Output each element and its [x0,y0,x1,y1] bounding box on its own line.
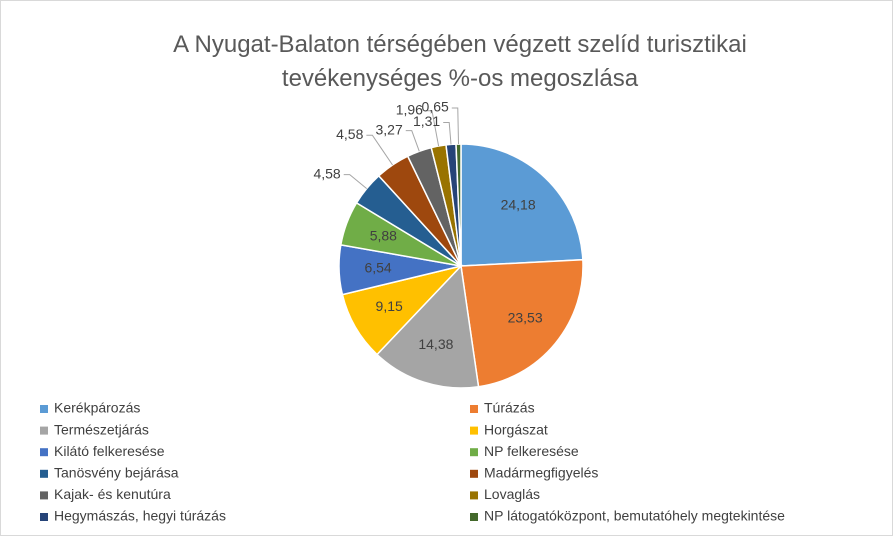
pie-slice [375,264,480,389]
legend-label: Horgászat [484,421,548,437]
legend-swatch [40,469,48,478]
legend-swatch [470,426,478,435]
legend-label: Lovaglás [484,486,540,502]
data-label: 1,31 [413,113,440,129]
data-label: 9,15 [376,298,403,314]
legend-label: Tanösvény bejárása [54,465,179,481]
legend-label: Hegymászás, hegyi túrázás [54,508,226,524]
legend-label: NP látogatóközpont, bemutatóhely megteki… [484,508,785,524]
chart-title: A Nyugat-Balaton térségében végzett szel… [173,31,747,92]
leader-line [366,134,393,166]
legend-swatch [40,405,48,413]
legend-swatch [470,448,478,457]
leader-line [405,130,420,152]
legend-label: Természetjárás [54,421,149,437]
legend-swatch [470,405,478,413]
legend-label: Madármegfigyelés [484,465,598,481]
legend-label: Kilátó felkeresése [54,443,165,459]
data-label: 24,18 [501,197,536,213]
data-label: 4,58 [336,126,363,142]
legend-swatch [470,491,478,500]
legend-swatch [470,513,478,521]
data-label: 4,58 [313,165,340,181]
leader-line [443,121,452,145]
legend-swatch [470,469,478,478]
leader-line [425,110,440,147]
legend-swatch [40,513,48,521]
legend-swatch [40,448,48,457]
legend-label: Kerékpározás [54,400,140,416]
data-label: 23,53 [508,309,543,325]
leader-line [343,174,368,189]
legend-swatch [40,491,48,500]
legend-label: Kajak- és kenutúra [54,486,171,502]
data-label: 6,54 [364,259,391,275]
pie-slice [455,143,462,267]
legend-swatch [40,426,48,435]
legend-label: NP felkeresése [484,443,579,459]
data-label: 3,27 [376,121,403,137]
pie-slice [460,258,584,388]
data-label: 14,38 [418,336,453,352]
leader-line [451,107,460,145]
legend-label: Túrázás [484,400,535,416]
pie-slice [460,143,584,267]
data-label: 0,65 [422,99,449,115]
data-label: 1,96 [396,101,423,117]
data-label: 5,88 [370,228,397,244]
